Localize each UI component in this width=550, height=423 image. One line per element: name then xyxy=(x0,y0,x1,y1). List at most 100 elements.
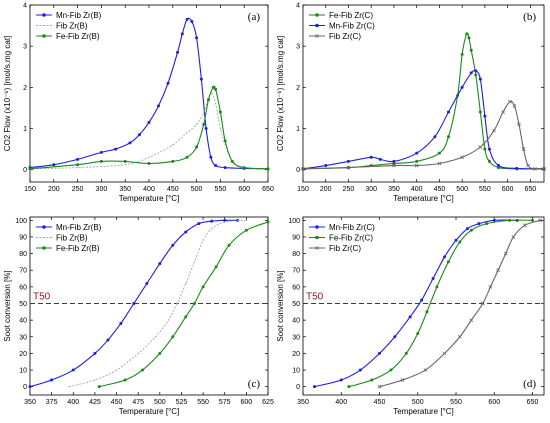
legend-marker xyxy=(315,246,319,250)
data-point xyxy=(431,277,435,281)
x-axis-title: Temperature [°C] xyxy=(393,194,454,203)
series-line xyxy=(29,85,269,170)
data-point xyxy=(508,218,512,222)
x-axis-title: Temperature [°C] xyxy=(119,407,180,416)
data-point xyxy=(97,385,101,389)
data-point xyxy=(508,99,512,104)
data-point xyxy=(467,36,471,40)
y-tick-label: 30 xyxy=(292,334,300,341)
data-point xyxy=(492,218,496,222)
data-point xyxy=(485,222,489,226)
data-point xyxy=(511,235,516,239)
series-1 xyxy=(312,218,519,389)
data-point xyxy=(404,351,408,355)
x-tick-label: 450 xyxy=(111,399,123,406)
data-point xyxy=(190,19,194,23)
data-point xyxy=(210,219,214,223)
y-axis-title: CO2 Flow (x10⁻⁶) [mol/s.mg cat] xyxy=(276,36,285,152)
data-point xyxy=(132,302,136,306)
data-point xyxy=(487,147,491,151)
data-point xyxy=(28,167,32,171)
data-point xyxy=(378,351,382,355)
data-point xyxy=(114,147,118,151)
data-point xyxy=(501,110,505,114)
x-tick-label: 525 xyxy=(176,399,188,406)
data-point xyxy=(197,222,201,226)
data-point xyxy=(512,103,517,108)
data-point xyxy=(460,155,465,160)
y-tick-label: 2 xyxy=(23,85,27,92)
legend-marker xyxy=(315,13,319,17)
panel-label: (b) xyxy=(523,11,536,23)
data-point xyxy=(209,155,213,159)
data-point xyxy=(223,139,227,143)
data-point xyxy=(437,151,441,155)
data-point xyxy=(408,315,412,319)
x-tick-label: 500 xyxy=(191,186,203,193)
y-tick-label: 80 xyxy=(292,251,300,258)
data-point xyxy=(157,104,161,108)
series-1 xyxy=(301,32,546,171)
data-point xyxy=(414,163,419,168)
legend-entry: Fib Zr(C) xyxy=(329,32,361,41)
plot-frame xyxy=(302,4,545,183)
chart-panel-4: 350 400 450 500 550 600 650 0 10 20 30 40 50 60 70 80 90… xyxy=(276,216,545,416)
data-point xyxy=(192,302,196,306)
data-point xyxy=(369,155,373,159)
x-tick-label: 550 xyxy=(450,399,462,406)
legend-marker xyxy=(42,13,46,17)
legend-entry: Fe-Fib Zr(C) xyxy=(329,11,373,20)
x-axis-title: Temperature [°C] xyxy=(119,194,180,203)
data-point xyxy=(339,378,343,382)
legend-entry: Fe-Fib Zr(B) xyxy=(56,32,100,41)
data-point xyxy=(497,164,501,168)
data-point xyxy=(214,87,218,91)
data-point xyxy=(195,36,199,40)
data-point xyxy=(193,261,196,263)
data-point xyxy=(469,71,473,75)
data-point xyxy=(478,77,482,81)
series-2 xyxy=(301,69,546,171)
y-tick-label: 0 xyxy=(23,167,27,174)
data-point xyxy=(76,163,80,167)
data-point xyxy=(526,163,530,168)
series-3 xyxy=(28,85,270,171)
x-tick-label: 575 xyxy=(219,399,231,406)
y-tick-label: 0 xyxy=(296,384,300,391)
y-tick-label: 90 xyxy=(19,234,27,241)
data-point xyxy=(242,166,246,170)
data-point xyxy=(457,334,462,339)
x-tick-label: 550 xyxy=(479,186,491,193)
data-point xyxy=(393,335,397,339)
x-tick-label: 500 xyxy=(456,186,468,193)
data-point xyxy=(218,110,222,114)
y-tick-label: 1 xyxy=(296,126,300,133)
y-tick-label: 70 xyxy=(292,268,300,275)
data-point xyxy=(533,166,537,171)
data-point xyxy=(185,282,187,285)
x-tick-label: 425 xyxy=(89,399,101,406)
y-tick-label: 10 xyxy=(292,368,300,375)
data-point xyxy=(123,378,127,382)
data-point xyxy=(158,262,162,266)
data-point xyxy=(503,251,508,256)
x-tick-label: 350 xyxy=(297,399,309,406)
data-point xyxy=(207,98,210,102)
series-2 xyxy=(347,218,535,389)
x-tick-label: 600 xyxy=(488,399,500,406)
legend-entry: Mn-Fib Zr(C) xyxy=(329,223,375,232)
data-point xyxy=(487,159,491,163)
data-point xyxy=(469,48,473,52)
data-point xyxy=(347,385,351,389)
data-point xyxy=(478,145,483,149)
data-point xyxy=(99,150,103,154)
data-point xyxy=(266,167,270,171)
data-point xyxy=(201,285,205,289)
legend-entry: Mn-Fib Zr(B) xyxy=(56,11,102,20)
data-point xyxy=(458,240,462,244)
x-tick-label: 475 xyxy=(132,399,144,406)
data-point xyxy=(154,336,157,338)
data-point xyxy=(145,282,149,286)
data-point xyxy=(176,302,178,305)
data-point xyxy=(185,17,189,21)
